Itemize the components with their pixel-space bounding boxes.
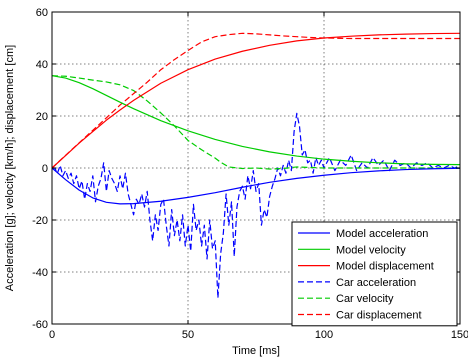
legend-entry: Car velocity <box>336 293 394 305</box>
series-line-car-acceleration <box>52 112 461 299</box>
x-axis-label: Time [ms] <box>232 345 280 357</box>
legend-entry: Model velocity <box>336 244 406 256</box>
legend-entry: Car acceleration <box>336 277 416 289</box>
series-line-car-velocity <box>51 75 460 170</box>
legend-entry: Model displacement <box>336 261 434 273</box>
ticks-layer: 0 50 100 150 -60 -40 -20 0 20 40 60 <box>32 7 468 341</box>
x-tick-label: 0 <box>49 329 55 341</box>
legend-entry: Car displacement <box>336 310 422 322</box>
series-layer <box>51 32 461 299</box>
series-line-model-displacement <box>51 32 461 169</box>
series-line-model-acceleration <box>51 167 461 205</box>
x-tick-label: 100 <box>315 329 333 341</box>
y-axis-label: Acceleration [g]; velocity [km/h]; displ… <box>4 45 16 291</box>
legend-entry: Model acceleration <box>336 228 428 240</box>
x-tick-label: 50 <box>182 329 194 341</box>
y-tick-label: 0 <box>42 163 48 175</box>
y-tick-label: -20 <box>32 215 48 227</box>
y-tick-label: 60 <box>36 7 48 19</box>
y-tick-label: -60 <box>32 319 48 331</box>
y-tick-label: 40 <box>36 59 48 71</box>
series-line-model-velocity <box>51 75 461 166</box>
y-tick-label: 20 <box>36 111 48 123</box>
legend-box <box>291 221 458 327</box>
series-line-car-displacement <box>51 32 460 169</box>
legend: Model acceleration Model velocity Model di… <box>291 221 458 327</box>
x-tick-label: 150 <box>451 329 468 341</box>
y-tick-label: -40 <box>32 267 48 279</box>
